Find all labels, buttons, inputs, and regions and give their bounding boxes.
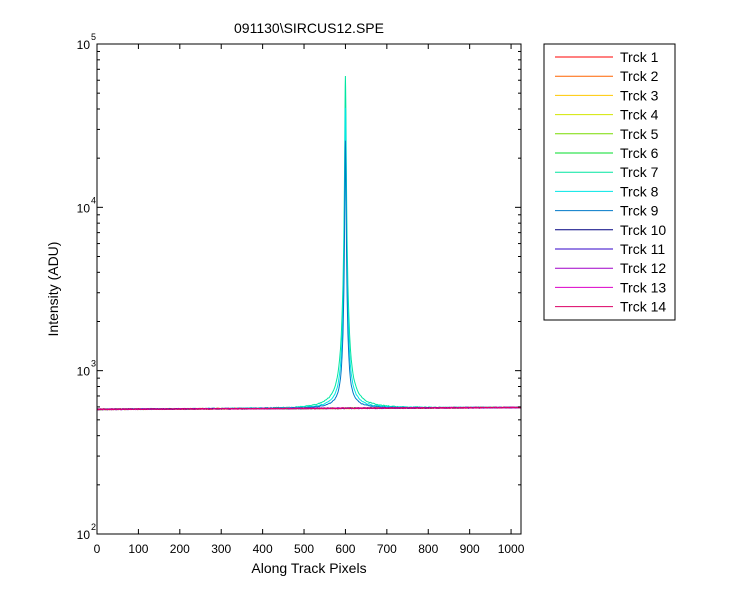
x-tick-label: 800 [418,542,438,556]
legend-label: Trck 14 [620,299,666,315]
x-tick-label: 200 [170,542,190,556]
plot-area [96,43,522,535]
y-tick-label: 10 [77,201,91,215]
y-tick-exponent: 4 [91,195,96,205]
legend-label: Trck 13 [620,279,666,295]
chart-title: 091130\SIRCUS12.SPE [234,20,384,36]
x-axis-label: Along Track Pixels [251,560,366,576]
legend-label: Trck 7 [620,164,659,180]
x-tick-label: 100 [128,542,148,556]
x-tick-label: 300 [211,542,231,556]
series-group [96,75,522,411]
x-axis-ticks: 0 100 200 300 400 500 600 700 800 900 1000 [94,44,525,556]
x-tick-label: 600 [335,542,355,556]
y-tick-exponent: 5 [91,32,96,42]
legend-label: Trck 5 [620,126,659,142]
legend-label: Trck 3 [620,87,659,103]
x-tick-label: 1000 [498,542,525,556]
legend: Trck 1 Trck 2 Trck 3 Trck 4 Trck 5 Trck 6 Trck… [543,43,676,321]
y-tick-label: 10 [77,38,91,52]
x-tick-label: 900 [460,542,480,556]
legend-label: Trck 9 [620,203,659,219]
plot-frame [96,43,522,535]
y-tick-exponent: 3 [91,359,96,369]
y-tick-label: 10 [77,365,91,379]
legend-box [543,43,676,321]
legend-label: Trck 8 [620,183,659,199]
legend-label: Trck 4 [620,107,659,123]
y-tick-label: 10 [77,528,91,542]
x-tick-label: 500 [294,542,314,556]
y-axis-label: Intensity (ADU) [45,242,61,337]
legend-label: Trck 6 [620,145,659,161]
x-tick-label: 400 [253,542,273,556]
series-line [96,406,522,411]
legend-label: Trck 10 [620,222,666,238]
legend-label: Trck 2 [620,68,659,84]
legend-label: Trck 11 [620,241,665,257]
legend-items: Trck 1 Trck 2 Trck 3 Trck 4 Trck 5 Trck 6 Trck… [555,49,666,315]
x-tick-label: 0 [94,542,101,556]
x-tick-label: 700 [377,542,397,556]
plot-background [97,44,521,534]
y-tick-exponent: 2 [91,522,96,532]
legend-label: Trck 12 [620,260,666,276]
legend-label: Trck 1 [620,49,659,65]
